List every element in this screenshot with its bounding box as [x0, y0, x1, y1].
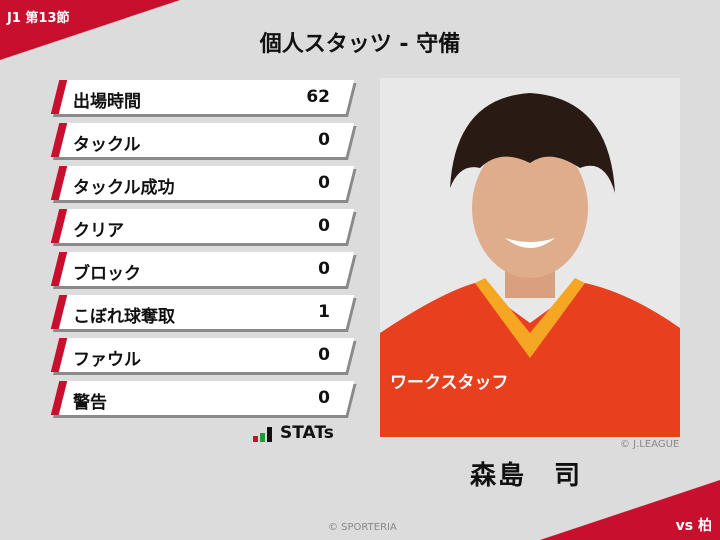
photo-credit: © J.LEAGUE [620, 439, 680, 450]
stat-row: 出場時間 62 [50, 80, 355, 114]
stat-label: ファウル [73, 350, 141, 370]
player-photo: ワークスタッフ [380, 78, 680, 437]
opponent-label: vs 柏 [675, 518, 712, 534]
stat-label: 警告 [73, 393, 107, 413]
logo-bar-icon [253, 436, 258, 442]
round-label: J1 第13節 [7, 11, 70, 26]
stat-value: 62 [306, 87, 330, 107]
stat-row: クリア 0 [50, 209, 355, 243]
corner-banner [0, 0, 180, 60]
stat-row: 警告 0 [50, 381, 355, 415]
footer-credit: © SPORTERIA [328, 522, 397, 533]
stat-value: 1 [318, 302, 330, 322]
stat-label: タックル成功 [73, 178, 175, 198]
stat-value: 0 [318, 130, 330, 150]
stat-label: 出場時間 [73, 92, 141, 112]
stats-logo: STATs [253, 425, 334, 442]
stat-row: タックル成功 0 [50, 166, 355, 200]
corner-banner-bottom [540, 480, 720, 540]
logo-bar-icon [260, 433, 265, 442]
stat-label: こぼれ球奪取 [73, 307, 175, 327]
stat-row: こぼれ球奪取 1 [50, 295, 355, 329]
stat-label: ブロック [73, 264, 141, 284]
stat-row: ブロック 0 [50, 252, 355, 286]
stat-label: タックル [73, 135, 141, 155]
stat-value: 0 [318, 216, 330, 236]
stat-row: ファウル 0 [50, 338, 355, 372]
stat-label: クリア [73, 221, 124, 241]
stat-value: 0 [318, 259, 330, 279]
stat-value: 0 [318, 345, 330, 365]
stat-value: 0 [318, 388, 330, 408]
shirt-sponsor: ワークスタッフ [390, 373, 509, 393]
page-title: 個人スタッツ - 守備 [259, 32, 461, 57]
stat-value: 0 [318, 173, 330, 193]
logo-text: STATs [280, 423, 334, 443]
stat-row: タックル 0 [50, 123, 355, 157]
logo-bar-icon [267, 427, 272, 442]
